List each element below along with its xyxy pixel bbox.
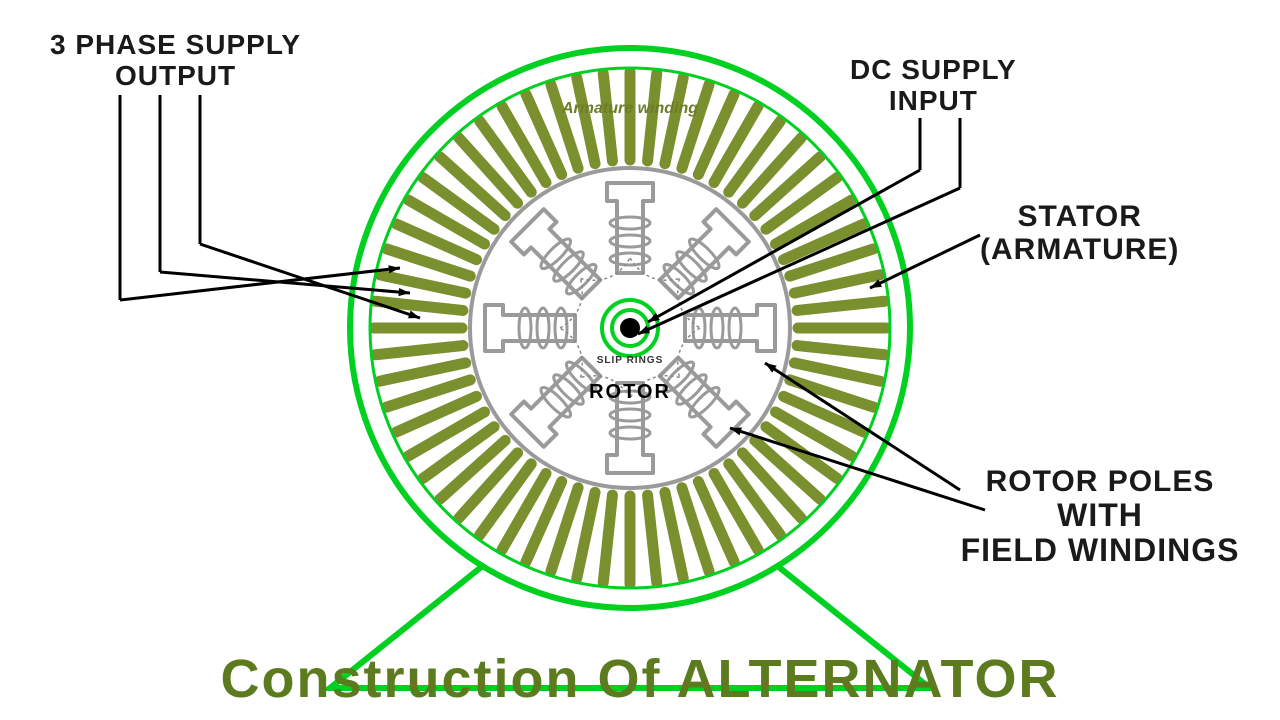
dc-supply-l2: INPUT [850,86,1017,117]
stator-label: STATOR (ARMATURE) [980,200,1179,266]
svg-text:Armature winding: Armature winding [561,100,698,117]
rotor-poles-l1: ROTOR POLES [940,465,1260,498]
dc-supply-l1: DC SUPPLY [850,55,1017,86]
stator-l1: STATOR [980,200,1179,233]
svg-text:ROTOR: ROTOR [589,381,671,403]
svg-text:SLIP RINGS: SLIP RINGS [597,355,664,366]
rotor-poles-l3: FIELD WINDINGS [940,533,1260,568]
dc-supply-label: DC SUPPLY INPUT [850,55,1017,117]
three-phase-label: 3 PHASE SUPPLY OUTPUT [50,30,301,92]
three-phase-l2: OUTPUT [50,61,301,92]
stator-l2: (ARMATURE) [980,233,1179,266]
rotor-poles-label: ROTOR POLES WITH FIELD WINDINGS [940,465,1260,568]
rotor-poles-l2: WITH [940,498,1260,533]
three-phase-l1: 3 PHASE SUPPLY [50,30,301,61]
main-title: Construction Of ALTERNATOR [50,648,1230,710]
alternator-diagram: Armature winding SLIP RINGS ROTOR [0,0,1280,720]
